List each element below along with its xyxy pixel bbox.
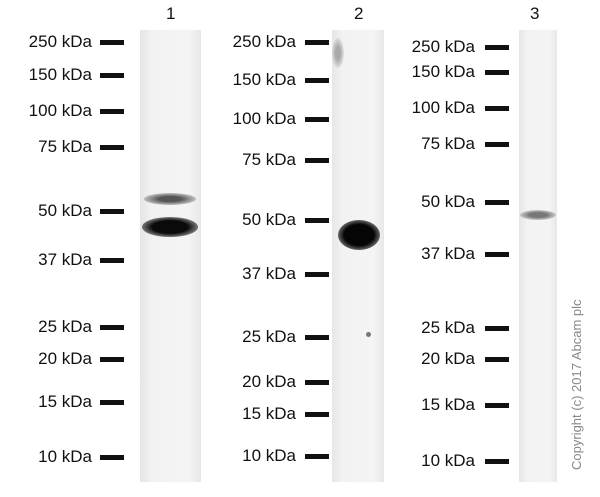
- marker-label: 150 kDa: [28, 65, 92, 84]
- marker-tick: [485, 326, 509, 331]
- marker-label: 37 kDa: [38, 250, 92, 269]
- marker-label: 10 kDa: [421, 451, 475, 470]
- marker-tick: [100, 258, 124, 263]
- marker-label: 37 kDa: [242, 264, 296, 283]
- copyright-text: Copyright (c) 2017 Abcam plc: [569, 299, 584, 470]
- lane-number-1: 1: [166, 4, 176, 23]
- marker-label: 75 kDa: [38, 137, 92, 156]
- lane-1: [140, 30, 201, 482]
- marker-label: 150 kDa: [232, 70, 296, 89]
- marker-label: 50 kDa: [421, 192, 475, 211]
- marker-tick: [485, 357, 509, 362]
- marker-label: 75 kDa: [242, 150, 296, 169]
- marker-tick: [100, 455, 124, 460]
- marker-tick: [100, 109, 124, 114]
- marker-tick: [100, 209, 124, 214]
- marker-tick: [485, 459, 509, 464]
- marker-tick: [305, 454, 329, 459]
- marker-tick: [485, 142, 509, 147]
- marker-tick: [305, 40, 329, 45]
- marker-tick: [305, 158, 329, 163]
- marker-label: 37 kDa: [421, 244, 475, 263]
- marker-label: 250 kDa: [28, 32, 92, 51]
- lane-number-2: 2: [354, 4, 364, 23]
- marker-label: 100 kDa: [28, 101, 92, 120]
- marker-label: 100 kDa: [232, 109, 296, 128]
- band-main: [338, 220, 380, 250]
- marker-label: 20 kDa: [421, 349, 475, 368]
- marker-tick: [485, 252, 509, 257]
- marker-label: 50 kDa: [38, 201, 92, 220]
- marker-tick: [485, 70, 509, 75]
- marker-label: 20 kDa: [38, 349, 92, 368]
- marker-tick: [485, 403, 509, 408]
- lane-number-3: 3: [530, 4, 540, 23]
- marker-label: 15 kDa: [421, 395, 475, 414]
- marker-tick: [100, 40, 124, 45]
- marker-label: 150 kDa: [411, 62, 475, 81]
- marker-label: 25 kDa: [38, 317, 92, 336]
- lane-2: [332, 30, 384, 482]
- marker-label: 50 kDa: [242, 210, 296, 229]
- band-main: [520, 210, 556, 220]
- marker-tick: [305, 380, 329, 385]
- marker-label: 20 kDa: [242, 372, 296, 391]
- marker-tick: [305, 272, 329, 277]
- band-upper: [144, 193, 196, 205]
- marker-label: 25 kDa: [242, 327, 296, 346]
- marker-label: 100 kDa: [411, 98, 475, 117]
- smear: [332, 38, 344, 68]
- marker-label: 250 kDa: [232, 32, 296, 51]
- marker-tick: [485, 106, 509, 111]
- marker-tick: [305, 117, 329, 122]
- marker-label: 75 kDa: [421, 134, 475, 153]
- spot: [366, 332, 371, 337]
- marker-label: 25 kDa: [421, 318, 475, 337]
- marker-tick: [485, 200, 509, 205]
- marker-label: 15 kDa: [38, 392, 92, 411]
- marker-tick: [485, 45, 509, 50]
- lane-3: [519, 30, 557, 482]
- marker-tick: [305, 218, 329, 223]
- marker-tick: [100, 73, 124, 78]
- marker-label: 250 kDa: [411, 37, 475, 56]
- marker-tick: [100, 325, 124, 330]
- marker-tick: [100, 145, 124, 150]
- band-main: [142, 217, 198, 237]
- marker-tick: [305, 335, 329, 340]
- marker-tick: [100, 357, 124, 362]
- marker-label: 10 kDa: [242, 446, 296, 465]
- marker-tick: [100, 400, 124, 405]
- marker-label: 10 kDa: [38, 447, 92, 466]
- marker-tick: [305, 412, 329, 417]
- marker-tick: [305, 78, 329, 83]
- marker-label: 15 kDa: [242, 404, 296, 423]
